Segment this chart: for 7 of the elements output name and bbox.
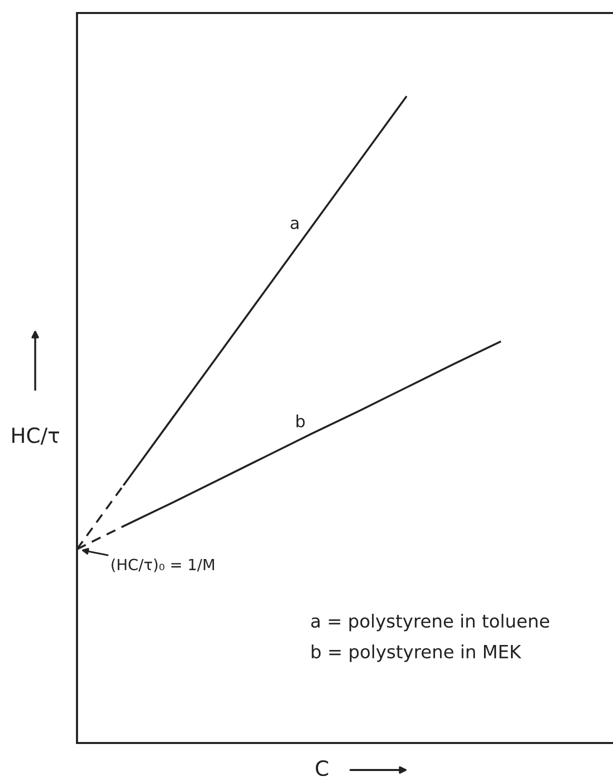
annotation: b = polystyrene in MEK bbox=[312, 644, 522, 662]
x-axis-title: C bbox=[316, 760, 328, 776]
series-label: b bbox=[296, 414, 305, 428]
annotation: a = polystyrene in toluene bbox=[311, 614, 550, 632]
series-label: a bbox=[290, 220, 298, 230]
y-axis-title: HC/τ bbox=[12, 427, 60, 445]
annotation: (HC/τ)₀ = 1/M bbox=[112, 558, 214, 572]
